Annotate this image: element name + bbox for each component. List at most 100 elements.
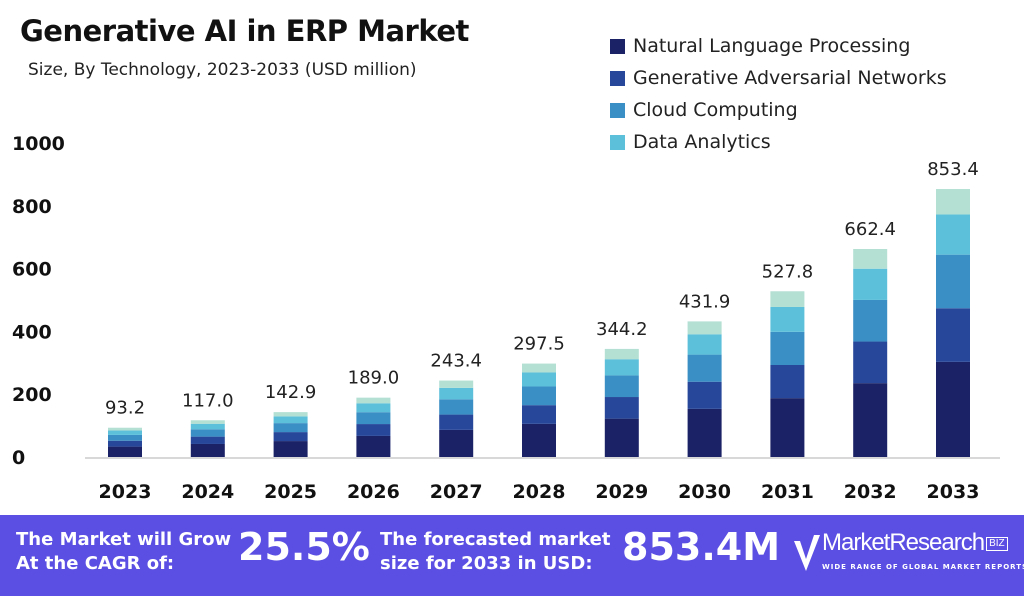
bar-segment — [853, 268, 888, 300]
bar-segment — [273, 441, 308, 457]
x-tick-label: 2029 — [595, 481, 648, 503]
y-tick-label: 200 — [12, 384, 52, 406]
bar-total-label: 853.4 — [927, 159, 979, 180]
bar-segment — [108, 427, 142, 431]
bar-segment — [273, 416, 308, 424]
y-tick-label: 1000 — [12, 133, 65, 155]
bar-segment — [356, 424, 391, 436]
bar-segment — [356, 403, 391, 413]
y-tick-label: 400 — [12, 321, 52, 343]
bar-segment — [190, 443, 225, 457]
bar-segment — [522, 405, 556, 424]
bar-segment — [190, 420, 225, 424]
x-tick-label: 2030 — [678, 481, 731, 503]
legend-item: Generative Adversarial Networks — [610, 62, 947, 94]
legend-label: Data Analytics — [633, 131, 771, 153]
x-tick-label: 2028 — [513, 481, 566, 503]
bar-segment — [853, 383, 888, 457]
bar-segment — [273, 423, 308, 433]
bar-total-label: 189.0 — [348, 368, 400, 389]
brand-suffix-badge: BIZ — [986, 536, 1008, 551]
bar-segment — [853, 341, 888, 384]
bar-segment — [273, 432, 308, 442]
bar-segment — [522, 423, 556, 457]
bar-total-label: 117.0 — [182, 390, 234, 411]
cagr-label: The Market will Grow At the CAGR of: — [16, 529, 232, 574]
brand-logo: MarketResearch BIZ WIDE RANGE OF GLOBAL M… — [792, 525, 1024, 585]
bar-segment — [356, 412, 391, 425]
brand-name: MarketResearch BIZ — [822, 529, 1008, 557]
cagr-value: 25.5% — [238, 525, 370, 569]
bar-segment — [356, 397, 391, 404]
bar-total-label: 662.4 — [844, 219, 896, 240]
legend-label: Natural Language Processing — [633, 35, 911, 57]
bar-total-label: 93.2 — [105, 398, 145, 419]
bar-segment — [439, 429, 474, 457]
bar-segment — [522, 386, 556, 406]
bar-total-label: 297.5 — [513, 334, 565, 355]
x-tick-label: 2033 — [927, 481, 980, 503]
bar-segment — [356, 435, 391, 457]
bar-segment — [604, 359, 639, 376]
brand-tagline: WIDE RANGE OF GLOBAL MARKET REPORTS — [822, 563, 1024, 571]
bar-segment — [687, 354, 722, 382]
legend-swatch — [610, 38, 625, 54]
x-tick-label: 2027 — [430, 481, 483, 503]
bar-segment — [522, 372, 556, 387]
chart-title: Generative AI in ERP Market — [20, 14, 469, 48]
x-tick-label: 2025 — [264, 481, 317, 503]
legend-label: Cloud Computing — [633, 99, 798, 121]
bar-segment — [439, 380, 474, 388]
bar-segment — [770, 291, 805, 307]
x-tick-label: 2031 — [761, 481, 814, 503]
bar-segment — [108, 440, 142, 447]
x-tick-label: 2026 — [347, 481, 400, 503]
checkmark-logo-icon — [794, 535, 820, 571]
bar-segment — [770, 306, 805, 332]
brand-name-text: MarketResearch — [822, 529, 985, 556]
bar-segment — [439, 414, 474, 430]
bar-segment — [190, 423, 225, 430]
bar-segment — [439, 399, 474, 415]
x-tick-label: 2032 — [844, 481, 897, 503]
bar-segment — [108, 430, 142, 435]
y-tick-label: 600 — [12, 259, 52, 281]
bar-segment — [687, 334, 722, 355]
bar-segment — [604, 375, 639, 398]
chart-subtitle: Size, By Technology, 2023-2033 (USD mill… — [28, 60, 417, 80]
y-tick-label: 800 — [12, 196, 52, 218]
forecast-label: The forecasted market size for 2033 in U… — [380, 529, 611, 574]
bar-segment — [687, 408, 722, 457]
bar-segment — [853, 299, 888, 342]
bar-segment — [522, 363, 556, 373]
y-tick-label: 0 — [12, 447, 25, 469]
bar-total-label: 243.4 — [430, 351, 482, 372]
bar-total-label: 527.8 — [762, 261, 814, 282]
legend-label: Generative Adversarial Networks — [633, 67, 947, 89]
bar-segment — [936, 361, 970, 457]
bar-segment — [770, 331, 805, 365]
x-tick-label: 2024 — [181, 481, 234, 503]
bar-segment — [936, 308, 970, 362]
legend: Natural Language Processing Generative A… — [610, 30, 947, 158]
bar-segment — [853, 249, 888, 269]
legend-item: Natural Language Processing — [610, 30, 947, 62]
bar-segment — [687, 321, 722, 335]
forecast-value: 853.4M — [622, 525, 781, 569]
bar-segment — [604, 418, 639, 457]
bar-segment — [108, 434, 142, 441]
legend-item: Data Analytics — [610, 126, 947, 158]
bar-segment — [687, 381, 722, 409]
legend-swatch — [610, 102, 625, 118]
bar-segment — [439, 387, 474, 400]
bar-segment — [936, 189, 970, 215]
footer-banner: The Market will Grow At the CAGR of: 25.… — [0, 515, 1024, 596]
x-tick-label: 2023 — [99, 481, 152, 503]
legend-item: Cloud Computing — [610, 94, 947, 126]
bar-segment — [604, 348, 639, 360]
bar-segment — [604, 397, 639, 419]
bar-segment — [108, 446, 142, 457]
bar-segment — [273, 412, 308, 417]
bar-total-label: 344.2 — [596, 319, 648, 340]
bar-total-label: 431.9 — [679, 291, 731, 312]
